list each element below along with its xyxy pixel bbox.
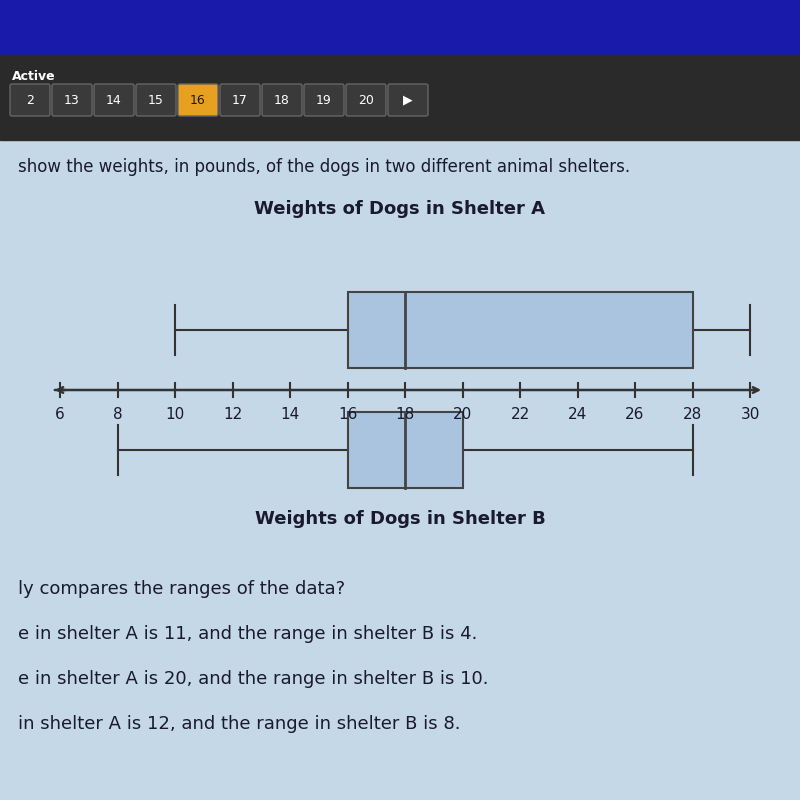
Text: 8: 8 [113, 407, 122, 422]
Text: 15: 15 [148, 94, 164, 106]
Text: 28: 28 [683, 407, 702, 422]
Text: 24: 24 [568, 407, 587, 422]
FancyBboxPatch shape [136, 84, 176, 116]
Text: e in shelter A is 20, and the range in shelter B is 10.: e in shelter A is 20, and the range in s… [18, 670, 489, 688]
Text: 2: 2 [26, 94, 34, 106]
Text: 20: 20 [358, 94, 374, 106]
Text: 22: 22 [510, 407, 530, 422]
Text: 12: 12 [223, 407, 242, 422]
Bar [347, 412, 462, 488]
Text: 14: 14 [280, 407, 300, 422]
Text: 6: 6 [55, 407, 65, 422]
Bar [0, 55, 800, 140]
Text: show the weights, in pounds, of the dogs in two different animal shelters.: show the weights, in pounds, of the dogs… [18, 158, 630, 176]
Text: 18: 18 [274, 94, 290, 106]
FancyBboxPatch shape [388, 84, 428, 116]
Bar [0, 0, 800, 55]
Text: Weights of Dogs in Shelter B: Weights of Dogs in Shelter B [254, 510, 546, 528]
Bar [347, 292, 693, 368]
Text: 16: 16 [190, 94, 206, 106]
FancyBboxPatch shape [304, 84, 344, 116]
Text: 19: 19 [316, 94, 332, 106]
FancyBboxPatch shape [10, 84, 50, 116]
Text: 30: 30 [740, 407, 760, 422]
Text: 14: 14 [106, 94, 122, 106]
Text: in shelter A is 12, and the range in shelter B is 8.: in shelter A is 12, and the range in she… [18, 715, 461, 733]
Text: 20: 20 [453, 407, 472, 422]
Text: 13: 13 [64, 94, 80, 106]
FancyBboxPatch shape [94, 84, 134, 116]
Text: Weights of Dogs in Shelter A: Weights of Dogs in Shelter A [254, 200, 546, 218]
Text: 18: 18 [395, 407, 414, 422]
Text: 17: 17 [232, 94, 248, 106]
Text: Active: Active [12, 70, 56, 83]
Text: 16: 16 [338, 407, 357, 422]
FancyBboxPatch shape [346, 84, 386, 116]
Text: ▶: ▶ [403, 94, 413, 106]
Text: ly compares the ranges of the data?: ly compares the ranges of the data? [18, 580, 345, 598]
Text: e in shelter A is 11, and the range in shelter B is 4.: e in shelter A is 11, and the range in s… [18, 625, 478, 643]
FancyBboxPatch shape [178, 84, 218, 116]
FancyBboxPatch shape [262, 84, 302, 116]
Text: 26: 26 [626, 407, 645, 422]
FancyBboxPatch shape [52, 84, 92, 116]
Text: 10: 10 [166, 407, 185, 422]
FancyBboxPatch shape [220, 84, 260, 116]
